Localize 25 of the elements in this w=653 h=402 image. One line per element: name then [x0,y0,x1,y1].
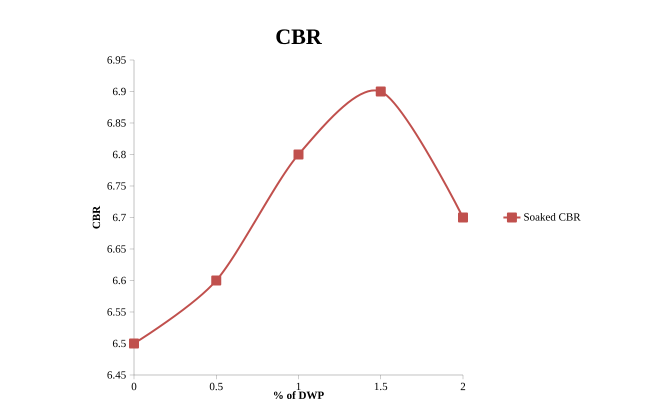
y-tick-label: 6.5 [112,340,126,348]
y-tick-label: 6.6 [112,276,126,284]
x-tick-label: 0 [132,382,136,390]
point [211,275,222,286]
x-tick-label: 1.5 [374,382,388,390]
y-axis-title: CBR [92,206,100,228]
point [458,212,468,222]
point [129,338,140,348]
x-tick-label: 2 [460,382,466,390]
legend-label: Soaked CBR [524,212,581,220]
x-tick-label: 1 [296,382,301,390]
y-tick-label: 6.75 [107,182,126,190]
y-tick-label: 6.55 [107,308,126,316]
y-tick-label: 6.85 [107,119,126,127]
x-tick-label: 0.5 [210,382,223,390]
y-tick-label: 6.8 [112,150,126,158]
point [376,86,386,96]
y-tick-label: 6.45 [107,371,126,379]
y-tick-label: 6.7 [112,214,126,222]
x-axis-title: % of DWP [274,390,324,399]
y-tick-label: 6.65 [107,245,126,253]
chart-title: CBR [276,29,322,44]
point [294,149,304,160]
y-tick-label: 6.9 [112,88,126,96]
y-tick-label: 6.95 [107,56,126,64]
